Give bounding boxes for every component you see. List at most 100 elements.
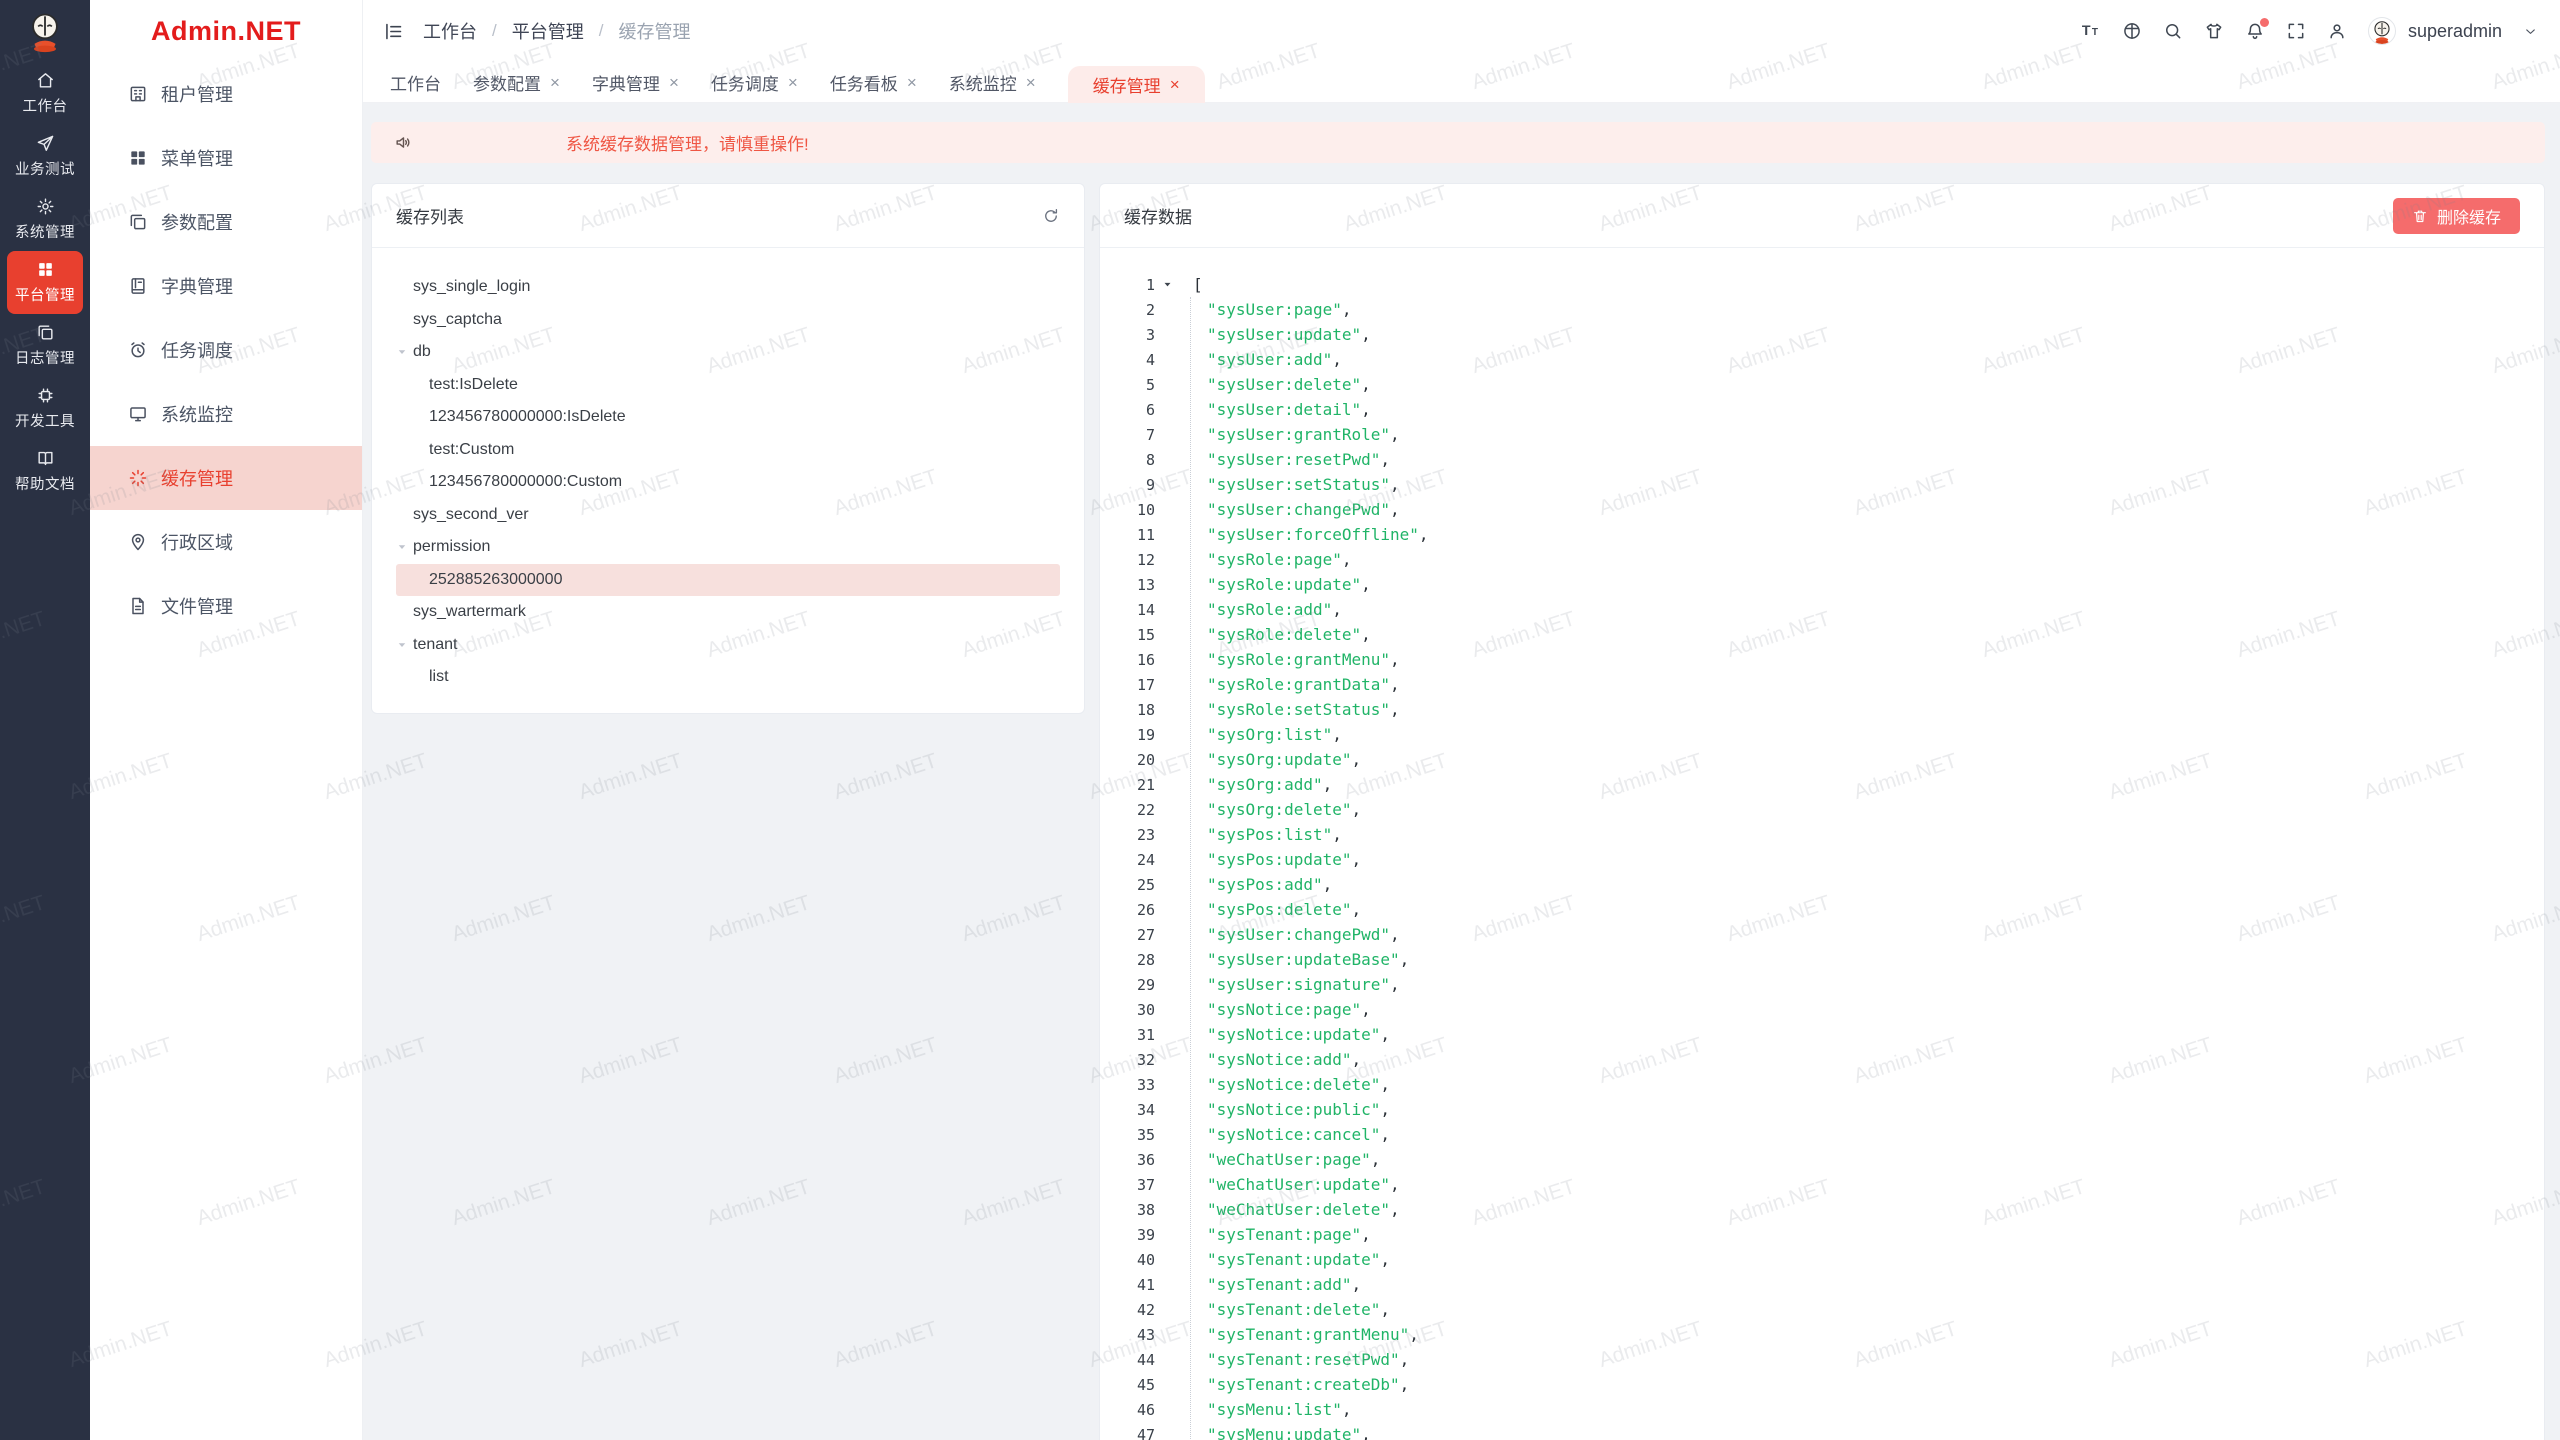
line-number: 47 — [1136, 1425, 1155, 1440]
close-tab-icon[interactable]: × — [906, 72, 917, 92]
close-tab-icon[interactable]: × — [1169, 74, 1180, 94]
code-line: 22 "sysOrg:delete", — [1100, 797, 2544, 822]
tab-任务看板[interactable]: 任务看板 × — [830, 70, 917, 95]
tree-node-123456780000000:IsDelete[interactable]: 123456780000000:IsDelete — [396, 401, 1060, 434]
close-tab-icon[interactable]: × — [1025, 72, 1036, 92]
tree-node-list[interactable]: list — [396, 661, 1060, 694]
code-text: "sysPos:update", — [1207, 850, 1362, 869]
tree-node-sys_second_ver[interactable]: sys_second_ver — [396, 499, 1060, 532]
code-text: "sysUser:page", — [1207, 300, 1352, 319]
grid-icon — [128, 148, 148, 168]
sidebar-item-参数配置[interactable]: 参数配置 — [90, 190, 362, 254]
code-line: 23 "sysPos:list", — [1100, 822, 2544, 847]
search-icon[interactable] — [2163, 21, 2183, 41]
close-tab-icon[interactable]: × — [550, 72, 560, 92]
code-text: "sysNotice:add", — [1207, 1050, 1362, 1069]
delete-cache-button[interactable]: 删除缓存 — [2392, 197, 2520, 234]
primary-sidebar: 工作台业务测试系统管理 平台管理 日志管理 开发工具 帮助文档 — [0, 0, 90, 1440]
primary-sidebar-item-平台管理[interactable]: 平台管理 — [7, 251, 83, 314]
sidebar-item-行政区域[interactable]: 行政区域 — [90, 510, 362, 574]
tree-node-test:Custom[interactable]: test:Custom — [396, 434, 1060, 467]
mascot-icon — [23, 8, 67, 54]
primary-menu: 工作台业务测试系统管理 平台管理 日志管理 开发工具 帮助文档 — [0, 62, 90, 503]
tab-缓存管理[interactable]: 缓存管理 × — [1067, 65, 1205, 103]
breadcrumb-item[interactable]: 平台管理 — [511, 22, 584, 42]
sidebar-item-label: 系统监控 — [161, 405, 233, 425]
tree-node-label: db — [413, 343, 431, 361]
tab-系统监控[interactable]: 系统监控 × — [949, 70, 1036, 95]
home-icon — [36, 71, 55, 90]
tab-参数配置[interactable]: 参数配置 × — [473, 70, 560, 95]
tree-node-label: sys_wartermark — [413, 603, 526, 621]
code-line: 42 "sysTenant:delete", — [1100, 1297, 2544, 1322]
tree-node-sys_captcha[interactable]: sys_captcha — [396, 304, 1060, 337]
sidebar-item-文件管理[interactable]: 文件管理 — [90, 574, 362, 638]
tree-node-permission[interactable]: permission — [396, 531, 1060, 564]
code-text: "sysUser:detail", — [1207, 400, 1371, 419]
line-number: 30 — [1136, 1000, 1155, 1019]
sidebar-item-缓存管理[interactable]: 缓存管理 — [90, 446, 362, 510]
code-line: 13 "sysRole:update", — [1100, 572, 2544, 597]
tree-node-sys_wartermark[interactable]: sys_wartermark — [396, 596, 1060, 629]
primary-item-label: 业务测试 — [15, 162, 75, 178]
sidebar-item-系统监控[interactable]: 系统监控 — [90, 382, 362, 446]
user-avatar[interactable] — [2367, 17, 2396, 45]
tree-node-test:IsDelete[interactable]: test:IsDelete — [396, 369, 1060, 402]
primary-sidebar-item-系统管理[interactable]: 系统管理 — [7, 188, 83, 251]
theme-icon[interactable] — [2204, 21, 2224, 41]
line-number: 3 — [1145, 325, 1155, 344]
code-text: "sysOrg:list", — [1207, 725, 1342, 744]
primary-sidebar-item-帮助文档[interactable]: 帮助文档 — [7, 440, 83, 503]
code-text: "sysMenu:list", — [1207, 1400, 1352, 1419]
line-number: 17 — [1136, 675, 1155, 694]
trash-icon — [2412, 208, 2428, 224]
line-number: 45 — [1136, 1375, 1155, 1394]
fold-caret-icon[interactable] — [1155, 279, 1179, 290]
line-number: 42 — [1136, 1300, 1155, 1319]
sidebar-item-label: 缓存管理 — [161, 469, 233, 489]
brand-title: Admin.NET — [151, 15, 301, 46]
collapse-menu-icon[interactable] — [383, 21, 404, 42]
tree-node-252885263000000[interactable]: 252885263000000 — [396, 563, 1060, 596]
username[interactable]: superadmin — [2407, 20, 2502, 41]
code-editor[interactable]: 1[2 "sysUser:page", 3 "sysUser:update", 4 "sy… — [1100, 248, 2544, 1440]
close-tab-icon[interactable]: × — [668, 72, 679, 92]
cache-list-title: 缓存列表 — [396, 208, 464, 227]
tab-任务调度[interactable]: 任务调度 × — [711, 70, 798, 95]
tree-node-123456780000000:Custom[interactable]: 123456780000000:Custom — [396, 466, 1060, 499]
code-line: 25 "sysPos:add", — [1100, 872, 2544, 897]
primary-sidebar-item-业务测试[interactable]: 业务测试 — [7, 125, 83, 188]
tree-node-db[interactable]: db — [396, 336, 1060, 369]
line-number: 7 — [1145, 425, 1155, 444]
primary-sidebar-item-工作台[interactable]: 工作台 — [7, 62, 83, 125]
caret-down-icon[interactable] — [396, 541, 413, 553]
tab-字典管理[interactable]: 字典管理 × — [592, 70, 679, 95]
file-icon — [128, 596, 148, 616]
code-text: "sysRole:grantData", — [1207, 675, 1400, 694]
sidebar-item-菜单管理[interactable]: 菜单管理 — [90, 126, 362, 190]
tab-工作台[interactable]: 工作台 — [390, 70, 441, 95]
sidebar-item-任务调度[interactable]: 任务调度 — [90, 318, 362, 382]
primary-sidebar-item-开发工具[interactable]: 开发工具 — [7, 377, 83, 440]
sidebar-item-租户管理[interactable]: 租户管理 — [90, 62, 362, 126]
fullscreen-icon[interactable] — [2286, 21, 2306, 41]
bell-icon[interactable] — [2245, 18, 2269, 41]
code-line: 6 "sysUser:detail", — [1100, 397, 2544, 422]
breadcrumb-item[interactable]: 工作台 — [423, 22, 477, 42]
language-icon[interactable] — [2122, 21, 2142, 41]
tree-node-tenant[interactable]: tenant — [396, 629, 1060, 662]
caret-down-icon[interactable] — [396, 639, 413, 651]
tree-node-sys_single_login[interactable]: sys_single_login — [396, 271, 1060, 304]
primary-sidebar-item-日志管理[interactable]: 日志管理 — [7, 314, 83, 377]
caret-down-icon[interactable] — [396, 346, 413, 358]
sidebar-item-字典管理[interactable]: 字典管理 — [90, 254, 362, 318]
close-tab-icon[interactable]: × — [787, 72, 798, 92]
refresh-icon[interactable] — [1042, 207, 1060, 225]
person-icon[interactable] — [2327, 21, 2347, 41]
app-logo[interactable] — [0, 0, 90, 62]
chevron-down-icon[interactable] — [2523, 24, 2538, 39]
